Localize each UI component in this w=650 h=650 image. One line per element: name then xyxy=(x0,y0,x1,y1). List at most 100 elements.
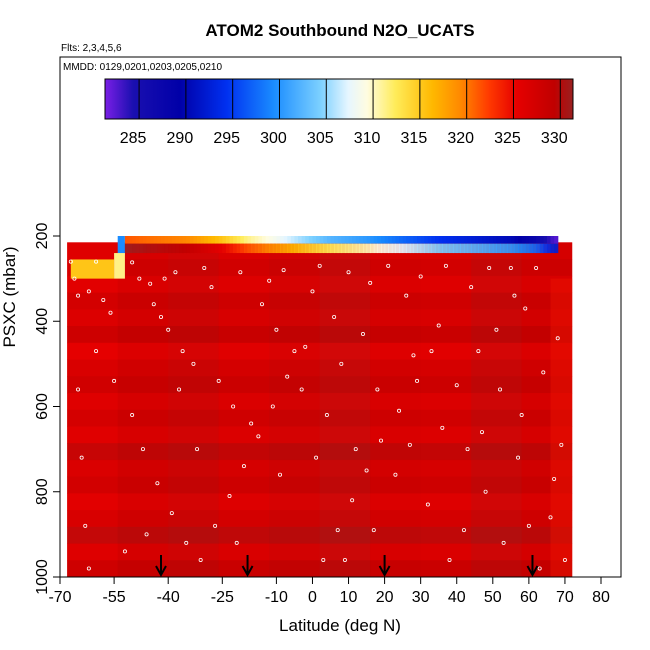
sample-point xyxy=(292,349,297,354)
upper-band-cell xyxy=(474,243,479,254)
upper-band-cell xyxy=(272,243,277,254)
upper-band-cell xyxy=(366,236,371,244)
upper-band-cell xyxy=(312,243,317,254)
upper-band-cell xyxy=(478,243,483,254)
upper-band-cell xyxy=(431,243,436,254)
colorbar-tick-label: 310 xyxy=(354,130,381,147)
upper-band-cell xyxy=(370,243,375,254)
sample-point xyxy=(368,280,373,285)
upper-band-cell xyxy=(258,243,263,254)
upper-band-cell xyxy=(157,243,162,254)
sample-point xyxy=(86,566,91,571)
upper-band-cell xyxy=(222,243,227,254)
sample-point xyxy=(562,557,567,562)
field-strip xyxy=(319,242,371,577)
upper-band-cell xyxy=(413,236,418,244)
upper-band-cell xyxy=(258,236,263,244)
field-band xyxy=(67,392,573,411)
upper-band-cell xyxy=(204,243,209,254)
upper-band-cell xyxy=(460,236,465,244)
upper-band-cell xyxy=(124,243,130,254)
upper-band-cell xyxy=(197,236,202,244)
upper-band-cell xyxy=(431,236,436,244)
upper-band-cell xyxy=(500,236,505,244)
upper-band-cell xyxy=(301,243,306,254)
sample-point xyxy=(519,413,524,418)
upper-band-cell xyxy=(254,243,259,254)
upper-band-cell xyxy=(532,243,537,254)
upper-band-cell xyxy=(175,243,180,254)
field-band xyxy=(67,426,573,444)
upper-band-cell xyxy=(287,243,292,254)
sample-point xyxy=(108,310,113,315)
upper-band-cell xyxy=(265,236,270,244)
sample-point xyxy=(332,314,337,319)
upper-band-cell xyxy=(489,236,494,244)
sample-point xyxy=(68,259,73,264)
field-strip xyxy=(67,242,118,577)
upper-band-cell xyxy=(150,243,155,254)
upper-band-cell xyxy=(308,236,314,244)
sample-point xyxy=(411,353,416,358)
sample-point xyxy=(310,289,315,294)
upper-band-cell xyxy=(514,236,519,244)
upper-band-cell xyxy=(326,243,332,254)
upper-band-cell xyxy=(518,243,523,254)
sample-point xyxy=(267,278,272,283)
upper-band-cell xyxy=(164,236,169,244)
upper-band-cell xyxy=(153,236,158,244)
upper-band-cell xyxy=(460,243,465,254)
y-axis: 200 400 600 800 1000 xyxy=(34,223,60,595)
flight-marker-arrow xyxy=(526,565,539,578)
upper-band-cell xyxy=(240,243,245,254)
field-strip xyxy=(218,242,270,577)
upper-band-cell xyxy=(247,236,252,244)
upper-band-cell xyxy=(261,236,267,244)
sample-point xyxy=(155,481,160,486)
upper-band-cell xyxy=(395,243,400,254)
field-band xyxy=(67,476,573,494)
sample-point xyxy=(202,265,207,270)
upper-band-cell xyxy=(384,243,389,254)
upper-band-cell xyxy=(222,236,227,244)
upper-band-cell xyxy=(521,236,526,244)
upper-band-cell xyxy=(135,236,140,244)
upper-band-cell xyxy=(319,236,324,244)
upper-band-cell xyxy=(243,243,249,254)
upper-band-cell xyxy=(215,243,220,254)
upper-band-cell xyxy=(467,243,472,254)
upper-band-cell xyxy=(272,236,277,244)
sample-point xyxy=(364,468,369,473)
upper-band-cell xyxy=(409,243,415,254)
sample-point xyxy=(350,498,355,503)
upper-band-cell xyxy=(388,236,393,244)
sample-point xyxy=(494,327,499,332)
colorbar-tick-label: 285 xyxy=(120,130,147,147)
x-tick-label: -55 xyxy=(103,589,126,606)
x-tick-label: 80 xyxy=(592,589,610,606)
upper-band-cell xyxy=(550,243,555,254)
upper-band-cell xyxy=(171,236,177,244)
upper-band-cell xyxy=(200,243,205,254)
upper-band-cell xyxy=(409,236,415,244)
upper-band-cell xyxy=(496,243,501,254)
sample-point xyxy=(479,430,484,435)
x-tick-label: 0 xyxy=(308,589,317,606)
upper-band-cell xyxy=(171,243,177,254)
sample-points xyxy=(68,259,567,571)
upper-band-cell xyxy=(229,236,234,244)
upper-band-cell xyxy=(485,236,490,244)
y-axis-label: PSXC (mbar) xyxy=(0,246,19,347)
upper-band-cell xyxy=(474,236,479,244)
upper-band-cell xyxy=(316,243,321,254)
sample-point xyxy=(559,442,564,447)
sample-point xyxy=(162,276,167,281)
upper-band-cell xyxy=(341,243,346,254)
sample-point xyxy=(407,442,412,447)
upper-band-cell xyxy=(438,243,443,254)
upper-band-cell xyxy=(478,236,483,244)
sample-point xyxy=(231,404,236,409)
upper-band-cell xyxy=(139,243,144,254)
